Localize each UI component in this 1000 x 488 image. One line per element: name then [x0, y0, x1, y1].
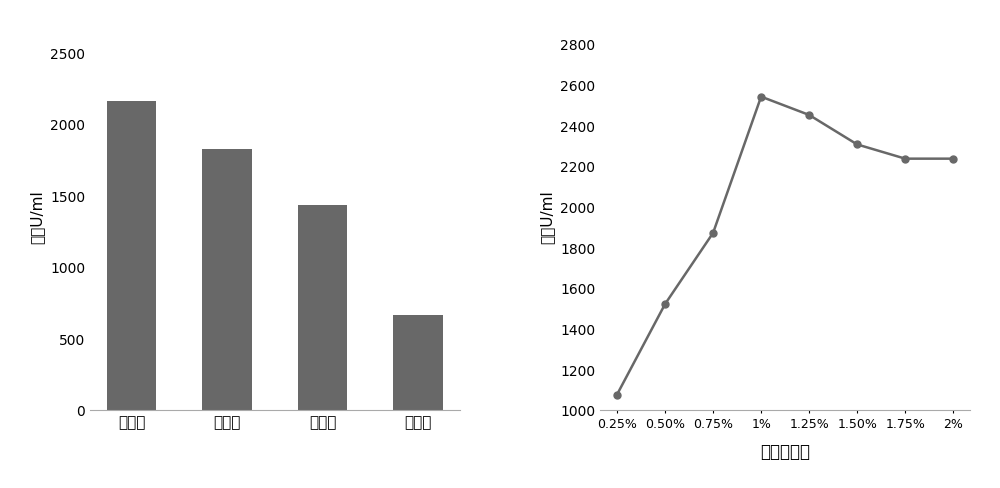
- X-axis label: 干酪素含量: 干酪素含量: [760, 442, 810, 460]
- Y-axis label: 酶活U/ml: 酶活U/ml: [540, 190, 555, 244]
- Y-axis label: 酶活U/ml: 酶活U/ml: [29, 190, 44, 244]
- Bar: [202, 150, 252, 410]
- Bar: [298, 206, 347, 410]
- Bar: [393, 315, 443, 410]
- Bar: [107, 102, 156, 410]
